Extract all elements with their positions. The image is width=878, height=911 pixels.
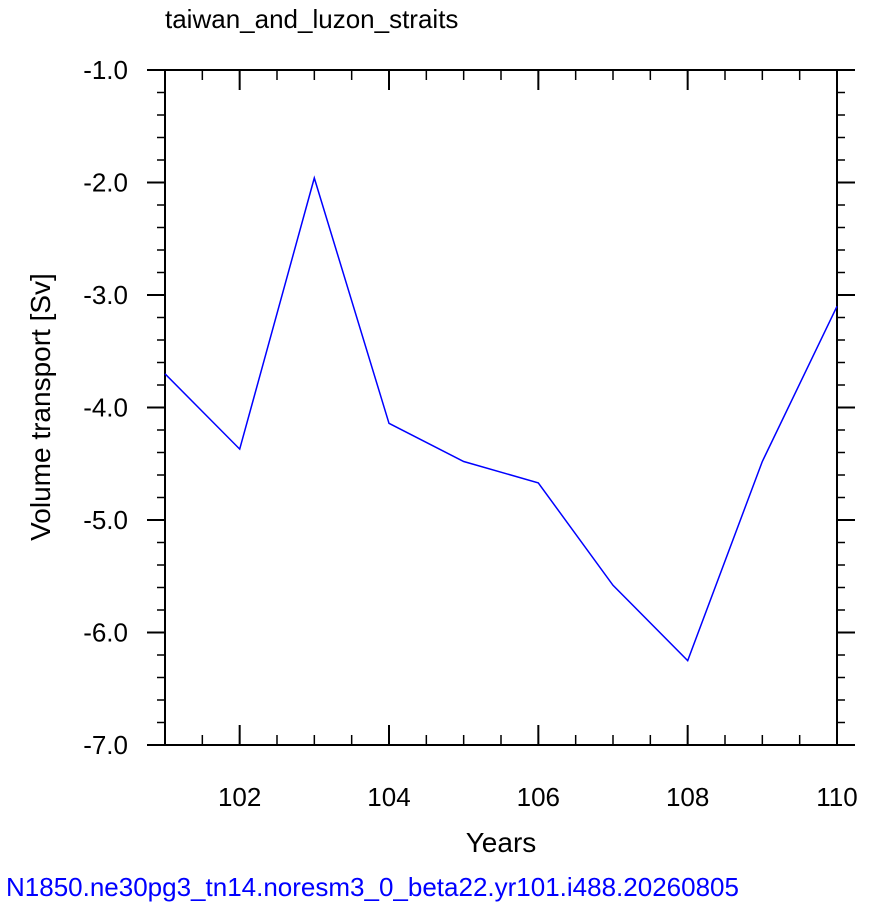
x-tick-label: 110 xyxy=(816,782,857,812)
y-tick-labels: -1.0 -2.0 -3.0 -4.0 -5.0 -6.0 -7.0 xyxy=(83,55,128,760)
x-tick-label: 102 xyxy=(218,782,261,812)
y-tick-label: -7.0 xyxy=(83,730,128,760)
y-tick-label: -6.0 xyxy=(83,618,128,648)
x-tick-label: 106 xyxy=(517,782,560,812)
minor-ticks xyxy=(157,69,845,746)
major-ticks xyxy=(147,69,855,746)
series-line xyxy=(164,175,838,662)
x-tick-label: 104 xyxy=(367,782,410,812)
x-tick-labels: 102 104 106 108 110 xyxy=(218,782,858,812)
footer-run-id: N1850.ne30pg3_tn14.noresm3_0_beta22.yr10… xyxy=(6,872,739,902)
y-axis-label: Volume transport [Sv] xyxy=(25,273,56,541)
plot-frame xyxy=(164,69,838,746)
x-tick-label: 108 xyxy=(666,782,709,812)
y-tick-label: -5.0 xyxy=(83,505,128,535)
y-tick-label: -3.0 xyxy=(83,280,128,310)
series-group xyxy=(164,175,838,662)
x-axis-label: Years xyxy=(466,827,537,858)
y-tick-label: -1.0 xyxy=(83,55,128,85)
y-tick-label: -4.0 xyxy=(83,393,128,423)
y-tick-label: -2.0 xyxy=(83,168,128,198)
chart-title: taiwan_and_luzon_straits xyxy=(165,4,458,34)
